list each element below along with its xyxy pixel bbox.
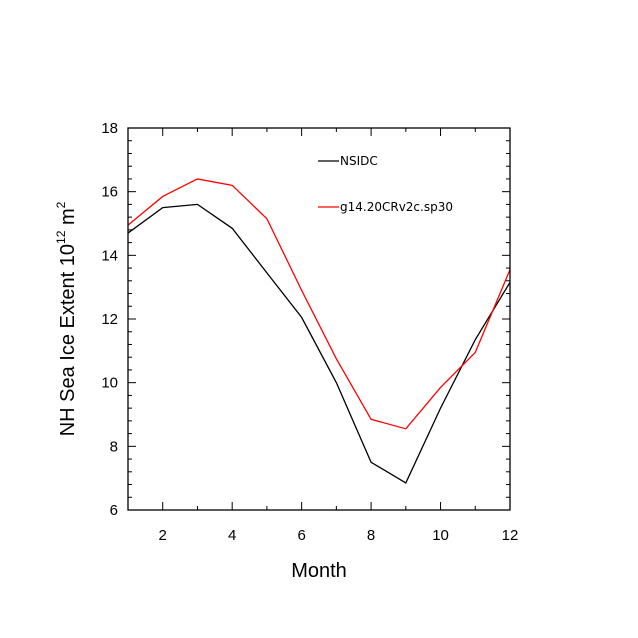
y-tick-label: 6 <box>110 502 118 519</box>
y-axis-title-exponent-1: 12 <box>54 230 68 244</box>
axis-ticks <box>127 127 511 511</box>
x-tick-label: 8 <box>367 527 375 544</box>
y-tick-label: 8 <box>110 438 118 455</box>
x-tick-label: 10 <box>432 527 449 544</box>
tick-labels: 2 4 6 8 10 12 6 8 10 12 14 16 18 <box>101 120 518 544</box>
x-axis-title: Month <box>291 560 347 582</box>
series-line-2 <box>127 178 511 430</box>
y-axis-title: NH Sea Ice Extent 1012 m2 <box>54 201 79 436</box>
legend-label-1: NSIDC <box>340 154 378 168</box>
y-tick-label: 16 <box>101 184 118 201</box>
x-tick-label: 2 <box>159 527 167 544</box>
legend-label-2: g14.20CRv2c.sp30 <box>340 200 453 214</box>
y-axis-title-exponent-2: 2 <box>54 201 68 208</box>
x-tick-label: 6 <box>297 527 305 544</box>
y-tick-label: 18 <box>101 120 118 137</box>
series-line-1 <box>127 203 511 484</box>
x-tick-label: 4 <box>228 527 236 544</box>
y-tick-label: 12 <box>101 311 118 328</box>
y-tick-label: 10 <box>101 375 118 392</box>
series-lines <box>127 178 511 484</box>
x-tick-label: 12 <box>502 527 519 544</box>
y-axis-title-unit: m <box>57 208 79 230</box>
y-tick-label: 14 <box>101 247 118 264</box>
y-axis-title-main: NH Sea Ice Extent 10 <box>57 244 79 436</box>
legend: NSIDC g14.20CRv2c.sp30 <box>318 154 453 214</box>
